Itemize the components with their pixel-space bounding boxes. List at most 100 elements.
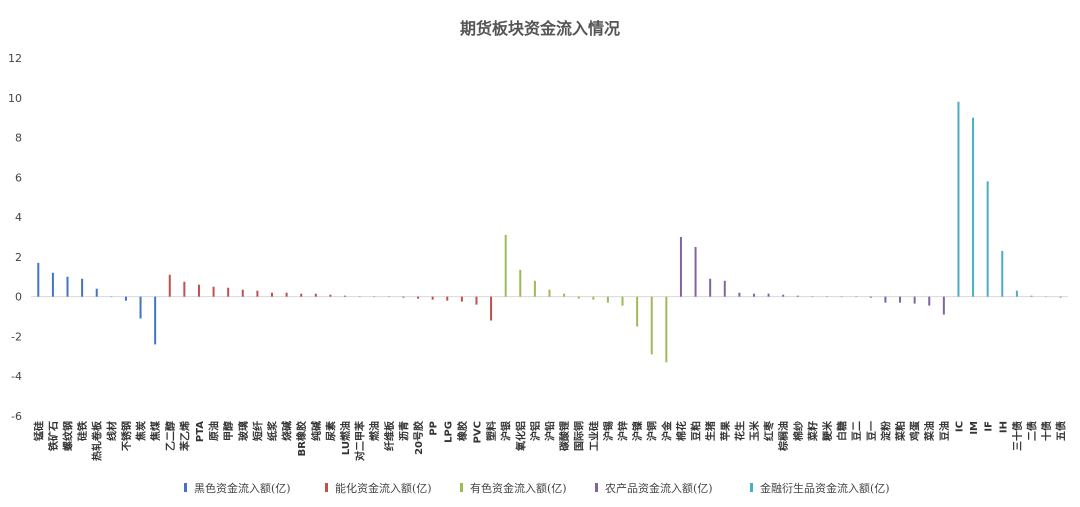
y-tick-label: 6 bbox=[15, 171, 22, 184]
x-tick-label: 豆粕 bbox=[690, 421, 703, 441]
x-tick-label: 纤维板 bbox=[383, 420, 396, 451]
x-tick-label: 豆油 bbox=[938, 421, 951, 441]
x-tick-label: 花生 bbox=[733, 421, 746, 441]
x-tick-label: 沪锡 bbox=[602, 421, 615, 441]
x-tick-label: PVC bbox=[472, 421, 483, 443]
x-tick-label: 菜油 bbox=[923, 421, 936, 442]
bar-不锈钢 bbox=[124, 296, 127, 301]
x-tick-label: LU燃油 bbox=[339, 421, 352, 455]
x-tick-label: 十债 bbox=[1040, 421, 1053, 441]
x-tick-label: 苹果 bbox=[719, 420, 732, 441]
bar-豆粕 bbox=[694, 246, 697, 297]
x-tick-label: 不锈钢 bbox=[120, 421, 133, 451]
x-tick-label: 沪镍 bbox=[631, 421, 644, 441]
x-tick-label: 热轧卷板 bbox=[91, 420, 104, 461]
x-tick-label: IC bbox=[954, 421, 965, 432]
x-tick-label: 沪锌 bbox=[617, 421, 630, 441]
x-tick-label: 原油 bbox=[208, 421, 221, 441]
y-tick-label: 12 bbox=[8, 52, 22, 65]
legend: 黑色资金流入额(亿) 能化资金流入额(亿) 有色资金流入额(亿) 农产品资金流入额(亿… bbox=[184, 481, 890, 495]
bar-纯碱 bbox=[314, 293, 317, 297]
x-tick-label: 苯乙烯 bbox=[178, 421, 191, 452]
bar-沪镍 bbox=[636, 296, 639, 327]
bar-玻璃 bbox=[241, 289, 244, 297]
x-axis-labels: 锰硅 铁矿石 螺纹钢 硅铁 热轧卷板 线材 不锈钢 焦炭 焦煤 乙二醇 苯乙烯 PTA 原油 甲醇 玻璃 短纤… bbox=[32, 420, 1067, 461]
y-axis: 12 10 8 6 4 2 0 -2 -4 -6 bbox=[8, 52, 22, 423]
bar-苹果 bbox=[723, 280, 726, 297]
x-tick-label: 橡胶 bbox=[456, 421, 469, 441]
x-tick-label: 豆一 bbox=[866, 421, 878, 441]
x-tick-label: 菜籽 bbox=[806, 421, 819, 442]
x-tick-label: BR橡胶 bbox=[295, 421, 308, 456]
x-tick-label: 沪金 bbox=[660, 420, 673, 441]
x-tick-label: IM bbox=[969, 421, 980, 435]
x-tick-label: 纸浆 bbox=[266, 420, 279, 441]
x-tick-label: 红枣 bbox=[763, 420, 776, 441]
x-tick-label: 焦炭 bbox=[135, 421, 148, 442]
bar-沪铅 bbox=[548, 289, 551, 297]
bar-IH bbox=[1001, 250, 1004, 297]
y-tick-label: 2 bbox=[15, 251, 22, 264]
x-tick-label: 白糖 bbox=[836, 421, 849, 441]
bar-沪锌 bbox=[621, 296, 624, 306]
bar-五债 bbox=[1059, 296, 1062, 298]
bar-花生 bbox=[738, 292, 741, 297]
bar-PVC bbox=[475, 296, 478, 305]
x-tick-label: 玉米 bbox=[748, 420, 761, 441]
x-tick-label: 沪铝 bbox=[529, 421, 542, 441]
x-tick-label: 淀粉 bbox=[879, 421, 892, 441]
x-tick-label: 对二甲苯 bbox=[354, 420, 367, 461]
x-tick-label: 沪银 bbox=[500, 420, 513, 441]
bar-豆油 bbox=[942, 296, 945, 315]
bar-棕榈油 bbox=[782, 294, 785, 297]
bar-PP bbox=[431, 296, 434, 300]
x-tick-label: 短纤 bbox=[251, 421, 264, 441]
bar-鸡蛋 bbox=[913, 296, 916, 304]
x-tick-label: 线材 bbox=[105, 421, 118, 441]
x-tick-label: 豆二 bbox=[851, 421, 863, 441]
x-tick-label: 棉花 bbox=[675, 421, 688, 441]
bar-二债 bbox=[1030, 295, 1033, 297]
bar-IC bbox=[957, 101, 960, 297]
legend-label: 黑色资金流入额(亿) bbox=[194, 481, 291, 495]
bar-甲醇 bbox=[227, 287, 230, 297]
x-tick-label: 沪铜 bbox=[646, 421, 659, 441]
legend-swatch bbox=[750, 483, 753, 492]
bar-沥青 bbox=[402, 296, 405, 298]
x-tick-label: 锰硅 bbox=[32, 421, 45, 441]
x-tick-label: 塑料 bbox=[485, 421, 498, 441]
x-tick-label: 纯碱 bbox=[310, 421, 323, 441]
x-tick-label: 棉纱 bbox=[792, 421, 805, 441]
bar-硅铁 bbox=[81, 278, 84, 297]
bar-生猪 bbox=[709, 278, 712, 297]
bar-菜油 bbox=[928, 296, 931, 306]
bar-三十债 bbox=[1015, 290, 1018, 297]
y-tick-label: 4 bbox=[15, 211, 22, 224]
bar-PTA bbox=[197, 284, 200, 297]
x-tick-label: 粳米 bbox=[821, 420, 834, 442]
y-tick-label: 0 bbox=[15, 291, 22, 304]
bar-豆一 bbox=[869, 296, 872, 298]
x-tick-label: 二债 bbox=[1025, 421, 1038, 441]
bar-LU燃油 bbox=[344, 295, 347, 297]
bar-焦煤 bbox=[154, 296, 157, 345]
bar-20号胶 bbox=[417, 296, 420, 299]
x-tick-label: 尿素 bbox=[324, 421, 337, 441]
legend-swatch bbox=[325, 483, 328, 492]
x-tick-label: 生猪 bbox=[704, 421, 717, 441]
bar-锰硅 bbox=[37, 262, 40, 297]
bar-氧化铝 bbox=[519, 269, 522, 297]
bar-塑料 bbox=[490, 296, 493, 321]
bar-苯乙烯 bbox=[183, 281, 186, 297]
x-tick-label: 氧化铝 bbox=[514, 421, 527, 452]
x-tick-label: 乙二醇 bbox=[164, 421, 177, 451]
x-tick-label: PP bbox=[429, 421, 440, 436]
legend-label: 能化资金流入额(亿) bbox=[335, 481, 432, 495]
bars bbox=[37, 101, 1062, 363]
x-tick-label: 焦煤 bbox=[149, 421, 162, 442]
bar-碳酸锂 bbox=[563, 293, 566, 297]
bar-烧碱 bbox=[285, 292, 288, 297]
bar-工业硅 bbox=[592, 296, 595, 300]
x-tick-label: 沥青 bbox=[397, 421, 410, 441]
